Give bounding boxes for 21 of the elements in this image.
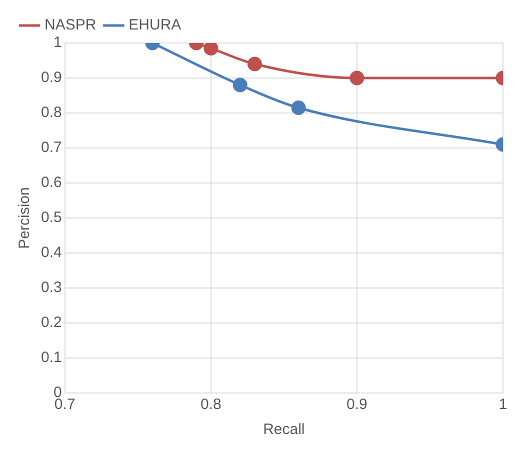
x-axis-title: Recall: [263, 421, 305, 438]
legend-label: EHURA: [128, 16, 182, 34]
x-tick-label: 1: [498, 396, 508, 414]
y-tick-label: 0.5: [40, 209, 62, 226]
y-tick-label: 0.6: [40, 174, 62, 192]
point: [291, 100, 306, 115]
x-tick-label: 0.9: [346, 396, 368, 414]
point: [247, 56, 262, 72]
y-tick-label: 0.1: [40, 349, 62, 366]
x-tick-label: 0.8: [200, 396, 222, 414]
point: [232, 78, 248, 92]
y-axis-title: Percision: [16, 187, 34, 249]
y-tick-label: 1: [54, 34, 62, 52]
y-tick-label: 0.4: [40, 244, 62, 262]
y-tick-label: 0.8: [40, 104, 62, 122]
y-tick-label: 0.3: [40, 279, 62, 296]
y-tick-label: 0.7: [40, 139, 62, 156]
legend-label: NASPR: [44, 16, 96, 34]
y-tick-label: 0.9: [40, 69, 62, 86]
y-tick-label: 0.2: [40, 314, 62, 332]
point: [204, 43, 218, 56]
